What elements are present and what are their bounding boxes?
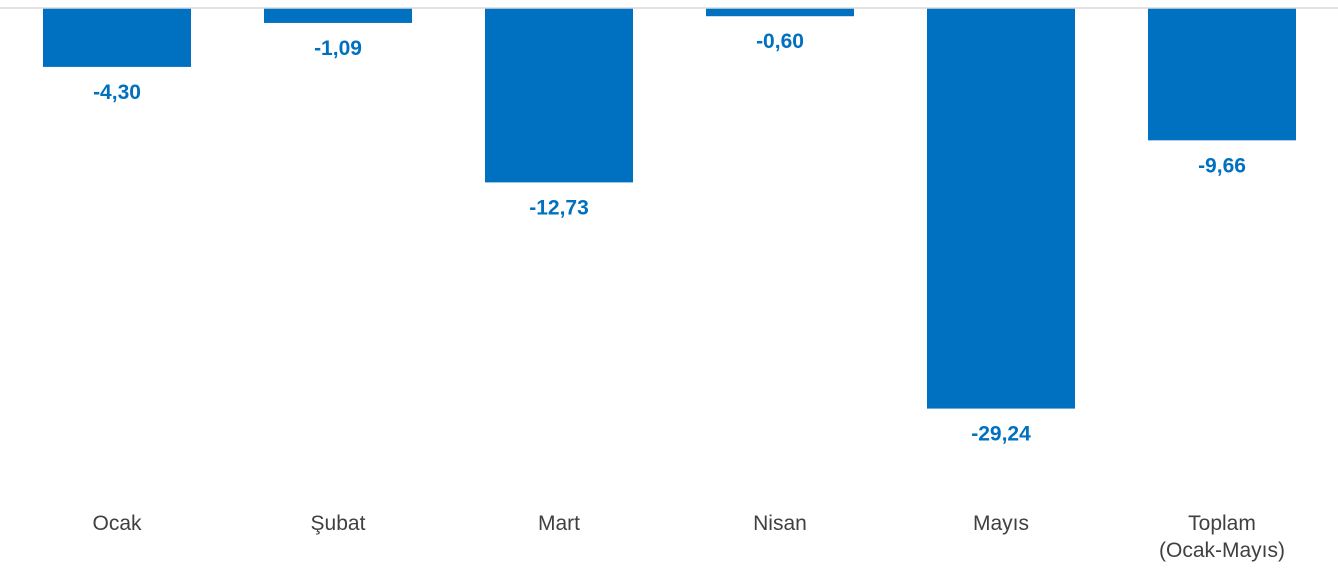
bar-4 xyxy=(927,8,1075,409)
bar-5 xyxy=(1148,8,1296,141)
category-label-line: Mart xyxy=(538,512,580,535)
data-label-2: -12,73 xyxy=(529,196,589,219)
data-label-4: -29,24 xyxy=(971,423,1031,446)
data-label-0: -4,30 xyxy=(93,81,141,104)
category-label-line: Ocak xyxy=(92,512,142,535)
category-label-1: Şubat xyxy=(311,512,366,535)
bar-2 xyxy=(485,8,633,183)
category-label-5: Toplam (Ocak-Mayıs) xyxy=(1159,512,1285,562)
category-labels-group: Ocak Şubat Mart Nisan Mayıs Toplam (Ocak-Mayıs… xyxy=(92,512,1285,562)
data-label-3: -0,60 xyxy=(756,30,804,53)
data-label-1: -1,09 xyxy=(314,37,362,60)
category-label-line: Toplam xyxy=(1188,512,1256,535)
bar-1 xyxy=(264,8,412,23)
category-label-line: Mayıs xyxy=(973,512,1029,535)
category-label-line: Şubat xyxy=(311,512,366,535)
category-label-4: Mayıs xyxy=(973,512,1029,535)
data-labels-group: -4,30 -1,09 -12,73 -0,60 -29,24 -9,66 xyxy=(93,30,1246,445)
category-label-3: Nisan xyxy=(753,512,807,535)
category-label-2: Mart xyxy=(538,512,580,535)
data-label-5: -9,66 xyxy=(1198,154,1246,177)
bar-3 xyxy=(706,8,854,17)
category-label-line: Nisan xyxy=(753,512,807,535)
category-label-line: (Ocak-Mayıs) xyxy=(1159,539,1285,562)
category-label-0: Ocak xyxy=(92,512,142,535)
bar-0 xyxy=(43,8,191,67)
bars-group xyxy=(43,8,1296,409)
